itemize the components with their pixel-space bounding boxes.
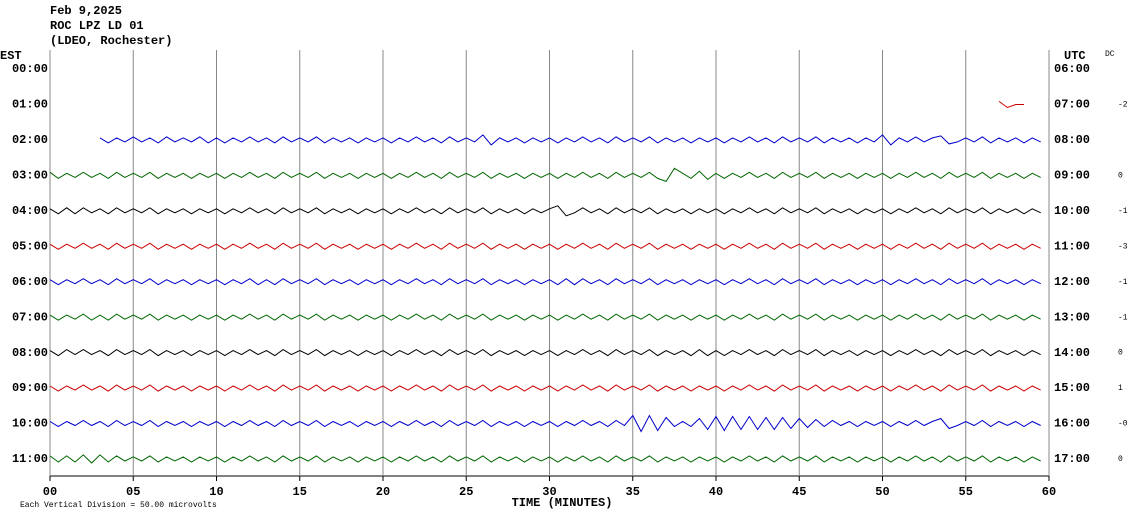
x-tick-label: 55 <box>959 485 973 499</box>
dc-value: 0 <box>1118 455 1123 464</box>
dc-value: 0 <box>1118 171 1123 180</box>
utc-label: 10:00 <box>1054 204 1090 218</box>
right-axis-title: UTC <box>1064 49 1086 63</box>
trace <box>49 414 1041 433</box>
trace <box>49 278 1041 286</box>
footnote: Each Vertical Division = 50.00 microvolt… <box>20 501 217 510</box>
x-tick-label: 05 <box>126 485 140 499</box>
trace <box>49 348 1041 357</box>
x-tick-label: 10 <box>209 485 223 499</box>
x-tick-label: 20 <box>376 485 390 499</box>
trace <box>49 167 1041 183</box>
trace <box>49 454 1041 464</box>
utc-label: 15:00 <box>1054 381 1090 395</box>
dc-value: -0 <box>1118 420 1128 429</box>
est-label: 06:00 <box>12 275 48 289</box>
dc-title: DC <box>1105 50 1115 59</box>
dc-value: -1 <box>1118 278 1128 287</box>
x-tick-label: 60 <box>1042 485 1056 499</box>
est-label: 00:00 <box>12 62 48 76</box>
utc-label: 06:00 <box>1054 62 1090 76</box>
est-label: 09:00 <box>12 381 48 395</box>
trace <box>998 100 1024 109</box>
x-tick-label: 40 <box>709 485 723 499</box>
x-tick-label: 00 <box>43 485 57 499</box>
dc-value: -1 <box>1118 207 1128 216</box>
x-tick-label: 25 <box>459 485 473 499</box>
utc-label: 13:00 <box>1054 310 1090 324</box>
x-tick-label: 35 <box>626 485 640 499</box>
est-label: 07:00 <box>12 310 48 324</box>
trace <box>49 242 1041 250</box>
utc-label: 16:00 <box>1054 417 1090 431</box>
utc-label: 12:00 <box>1054 275 1090 289</box>
utc-label: 09:00 <box>1054 169 1090 183</box>
x-axis-title: TIME (MINUTES) <box>512 496 613 510</box>
trace <box>99 134 1041 146</box>
est-label: 03:00 <box>12 169 48 183</box>
est-label: 08:00 <box>12 346 48 360</box>
trace <box>49 205 1041 217</box>
dc-value: 0 <box>1118 349 1123 358</box>
utc-label: 14:00 <box>1054 346 1090 360</box>
est-label: 11:00 <box>12 452 48 466</box>
x-tick-label: 15 <box>293 485 307 499</box>
utc-label: 08:00 <box>1054 133 1090 147</box>
est-label: 05:00 <box>12 239 48 253</box>
left-axis-title: EST <box>0 49 22 63</box>
est-label: 01:00 <box>12 98 48 112</box>
dc-value: -2 <box>1118 101 1128 110</box>
trace <box>49 313 1041 321</box>
station: ROC LPZ LD 01 <box>50 19 144 33</box>
x-tick-label: 30 <box>542 485 556 499</box>
est-label: 10:00 <box>12 417 48 431</box>
utc-label: 07:00 <box>1054 98 1090 112</box>
utc-label: 17:00 <box>1054 452 1090 466</box>
est-label: 04:00 <box>12 204 48 218</box>
x-tick-label: 50 <box>875 485 889 499</box>
dc-value: 1 <box>1118 384 1123 393</box>
x-tick-label: 45 <box>792 485 806 499</box>
trace <box>49 384 1041 392</box>
network: (LDEO, Rochester) <box>50 34 172 48</box>
utc-label: 11:00 <box>1054 239 1090 253</box>
dc-value: -1 <box>1118 313 1128 322</box>
date: Feb 9,2025 <box>50 4 122 18</box>
est-label: 02:00 <box>12 133 48 147</box>
dc-value: -3 <box>1118 242 1128 251</box>
